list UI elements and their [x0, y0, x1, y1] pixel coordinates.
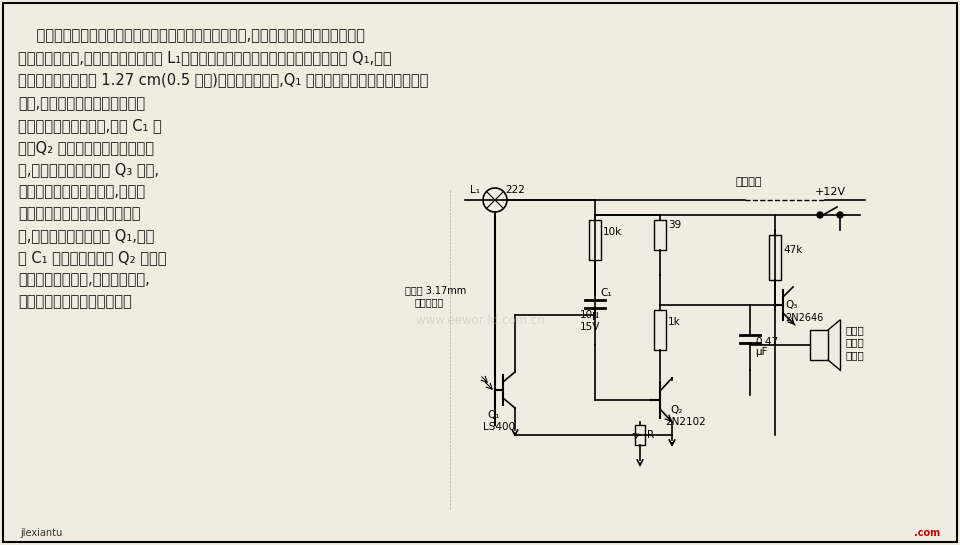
Text: 扬声器: 扬声器 — [845, 350, 864, 360]
Text: 2N2102: 2N2102 — [665, 417, 706, 427]
Text: .com: .com — [914, 528, 940, 538]
Text: R: R — [647, 430, 654, 440]
Text: jlexiantu: jlexiantu — [20, 528, 62, 538]
Text: 收音机: 收音机 — [845, 337, 864, 347]
Text: 按下测试: 按下测试 — [735, 177, 761, 187]
Text: Q₃: Q₃ — [785, 300, 798, 310]
Text: 时,就有足够的光线达到 Q₁,使得: 时,就有足够的光线达到 Q₁,使得 — [18, 228, 155, 243]
Text: 10μ: 10μ — [580, 310, 600, 320]
Text: Q₁: Q₁ — [487, 410, 499, 420]
Text: 10k: 10k — [603, 227, 622, 237]
Text: 电。Q₂ 在足够长的时间内维持饱: 电。Q₂ 在足够长的时间内维持饱 — [18, 140, 154, 155]
Text: 扬声器的声音就会响个不停。: 扬声器的声音就会响个不停。 — [18, 294, 132, 309]
Text: +12V: +12V — [815, 187, 846, 197]
Bar — [769, 235, 781, 280]
Text: Q₂: Q₂ — [670, 405, 683, 415]
Text: 光导胶质玻璃棒,棒的顶端有一个灯泡 L₁。在油尺的加油标志处装着一个光电晶体管 Q₁,其位: 光导胶质玻璃棒,棒的顶端有一个灯泡 L₁。在油尺的加油标志处装着一个光电晶体管 … — [18, 50, 392, 65]
Text: μF: μF — [755, 347, 767, 357]
Bar — [654, 220, 666, 250]
Text: www.eewor ld.com.cn: www.eewor ld.com.cn — [416, 313, 544, 326]
Text: 从而扬声器短暂发出声音,说明探: 从而扬声器短暂发出声音,说明探 — [18, 184, 145, 199]
Text: 胶质玻璃棒: 胶质玻璃棒 — [415, 297, 444, 307]
Text: 大。如果掀下测试开关,使得 C₁ 充: 大。如果掀下测试开关,使得 C₁ 充 — [18, 118, 161, 133]
Bar — [810, 330, 828, 360]
Circle shape — [817, 212, 823, 218]
Text: 1k: 1k — [668, 317, 681, 327]
Bar — [589, 220, 601, 260]
Text: 0.47: 0.47 — [755, 337, 779, 347]
Text: 222: 222 — [505, 185, 525, 195]
Text: 本电路能使驾驶员在司机座位上就能检查曲轴箱的油量,传感器包括一根装在油尺上的: 本电路能使驾驶员在司机座位上就能检查曲轴箱的油量,传感器包括一根装在油尺上的 — [18, 28, 365, 43]
Text: C₁: C₁ — [600, 288, 612, 298]
Text: 衰减,使得光电晶体管的电阻值很: 衰减,使得光电晶体管的电阻值很 — [18, 96, 145, 111]
Text: 39: 39 — [668, 220, 682, 230]
Text: LS400: LS400 — [483, 422, 515, 432]
Circle shape — [837, 212, 843, 218]
Text: 在 C₁ 已经充完电之后 Q₂ 仍能维: 在 C₁ 已经充完电之后 Q₂ 仍能维 — [18, 250, 166, 265]
Bar — [654, 310, 666, 350]
Text: 测器工作正常。当油量高度很低: 测器工作正常。当油量高度很低 — [18, 206, 140, 221]
Text: 持饱和状态。这时,只要开关掀下,: 持饱和状态。这时,只要开关掀下, — [18, 272, 150, 287]
Text: 直径为 3.17mm: 直径为 3.17mm — [405, 285, 467, 295]
Text: 置大约比棒的下端低 1.27 cm(0.5 英吋)。当油量正常时,Q₁ 和棒的下端之间的光线受到油的: 置大约比棒的下端低 1.27 cm(0.5 英吋)。当油量正常时,Q₁ 和棒的下… — [18, 72, 428, 87]
Text: 和,就可以使单结晶体管 Q₃ 振动,: 和,就可以使单结晶体管 Q₃ 振动, — [18, 162, 159, 177]
Text: 47k: 47k — [783, 245, 803, 255]
Bar — [635, 425, 645, 445]
Text: 15V: 15V — [580, 322, 600, 332]
Text: L₁: L₁ — [470, 185, 480, 195]
Text: 2N2646: 2N2646 — [785, 313, 824, 323]
Text: 晶体管: 晶体管 — [845, 325, 864, 335]
